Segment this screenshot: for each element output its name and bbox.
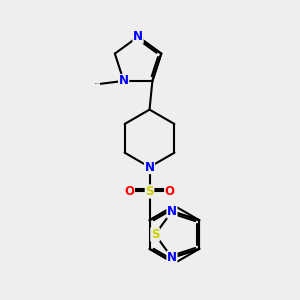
Text: N: N bbox=[145, 160, 154, 174]
Text: N: N bbox=[119, 74, 129, 87]
Text: N: N bbox=[133, 30, 143, 43]
Text: N: N bbox=[167, 251, 177, 264]
Text: N: N bbox=[167, 205, 177, 218]
Text: methyl: methyl bbox=[94, 83, 99, 84]
Text: O: O bbox=[165, 185, 175, 198]
Text: S: S bbox=[151, 228, 159, 241]
Text: S: S bbox=[145, 185, 154, 198]
Text: O: O bbox=[124, 185, 134, 198]
